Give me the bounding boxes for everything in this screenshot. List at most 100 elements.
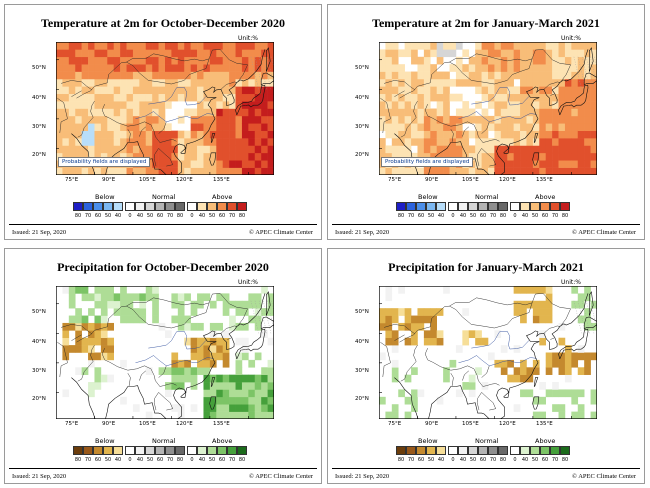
grid-cell — [584, 145, 591, 154]
grid-cell — [88, 293, 95, 302]
grid-cell — [539, 308, 546, 316]
grid-cell — [56, 115, 63, 124]
grid-cell — [571, 411, 579, 419]
grid-cell — [152, 138, 159, 146]
grid-cell — [385, 86, 393, 95]
grid-cell — [56, 130, 63, 139]
grid-cell — [184, 167, 191, 175]
grid-cell — [139, 152, 147, 161]
grid-cell — [94, 108, 102, 117]
grid-cell — [513, 308, 521, 316]
grid-cell — [443, 367, 450, 375]
grid-cell — [443, 49, 450, 58]
grid-cell — [158, 322, 166, 331]
grid-cell — [468, 130, 476, 139]
grid-cell — [203, 382, 211, 390]
grid-cell — [145, 49, 153, 58]
grid-cell — [564, 108, 572, 117]
legend-normal-label: Normal — [152, 437, 176, 445]
grid-cell — [68, 42, 76, 50]
grid-cell — [449, 145, 457, 154]
grid-cell — [120, 115, 127, 124]
grid-cell — [126, 56, 134, 65]
grid-cell — [62, 145, 70, 154]
grid-cell — [571, 93, 579, 102]
grid-cell — [107, 123, 114, 131]
grid-cell — [94, 56, 102, 65]
grid-cell — [494, 167, 502, 175]
grid-cell — [216, 64, 223, 72]
grid-cell — [152, 167, 159, 175]
colorbar-tick-label: 50 — [427, 213, 435, 219]
lat-tick-20n: 20°N — [32, 396, 46, 402]
forecast-panel-temp-ond: Temperature at 2m for October-December 2… — [4, 4, 322, 240]
grid-cell — [248, 404, 256, 412]
colorbar-ticks: 80 70 60 50 40 0 40 50 60 70 80 0 40 50 60 70 80 — [396, 457, 570, 463]
panel-title: Temperature at 2m for January-March 2021 — [372, 16, 600, 30]
grid-cell — [254, 382, 262, 390]
grid-cell — [532, 115, 540, 124]
grid-cell — [385, 152, 393, 161]
grid-cell — [222, 86, 230, 95]
grid-cell — [584, 359, 591, 368]
grid-cell — [203, 352, 211, 361]
grid-cell — [222, 71, 230, 80]
grid-cell — [197, 108, 204, 117]
grid-cell — [411, 78, 418, 87]
grid-cell — [165, 78, 172, 87]
grid-cell — [417, 308, 425, 316]
grid-cell — [462, 71, 470, 80]
grid-cell — [564, 71, 572, 80]
grid-cell — [539, 49, 546, 58]
grid-cell — [216, 49, 223, 58]
grid-cell — [94, 64, 102, 72]
grid-cell — [197, 123, 204, 131]
panel-title: Precipitation for January-March 2021 — [388, 260, 584, 274]
grid-cell — [120, 42, 127, 50]
grid-cell — [267, 382, 274, 390]
grid-cell — [209, 167, 217, 175]
grid-cell — [391, 71, 399, 80]
grid-cell — [158, 56, 166, 65]
grid-cell — [190, 345, 198, 353]
grid-cell — [203, 337, 211, 346]
grid-cell — [248, 167, 256, 175]
grid-cell — [152, 71, 159, 80]
grid-cell — [513, 130, 521, 139]
grid-cell — [75, 130, 82, 139]
grid-cell — [94, 71, 102, 80]
grid-cell — [177, 78, 185, 87]
grid-cell — [100, 315, 108, 324]
grid-cell — [68, 286, 76, 294]
grid-cell — [436, 115, 444, 124]
grid-cell — [184, 56, 191, 65]
grid-cell — [209, 359, 217, 368]
grid-cell — [248, 411, 256, 419]
grid-cell — [184, 293, 191, 302]
grid-cell — [216, 411, 223, 419]
grid-cell — [436, 42, 444, 50]
country-border — [399, 49, 571, 99]
grid-cell — [62, 286, 70, 294]
grid-cell — [385, 145, 393, 154]
grid-cell — [398, 167, 405, 175]
grid-cell — [404, 138, 412, 146]
lat-tick-30n: 30°N — [32, 124, 46, 130]
grid-cell — [241, 56, 249, 65]
grid-cell — [443, 374, 450, 383]
grid-cell — [385, 315, 393, 324]
grid-cell — [75, 108, 82, 117]
lat-tick-50n: 50°N — [32, 309, 46, 315]
grid-cell — [197, 322, 204, 331]
grid-cell — [107, 152, 114, 161]
grid-cell — [209, 382, 217, 390]
grid-cell — [229, 138, 236, 146]
grid-cell — [539, 101, 546, 109]
grid-cell — [411, 404, 418, 412]
grid-cell — [443, 123, 450, 131]
colorbar-ticks: 80 70 60 50 40 0 40 50 60 70 80 0 40 50 60 70 80 — [73, 213, 247, 219]
grid-cell — [494, 115, 502, 124]
grid-cell — [430, 152, 437, 161]
lon-tick-90e: 90°E — [102, 177, 116, 183]
grid-cell — [417, 108, 425, 117]
